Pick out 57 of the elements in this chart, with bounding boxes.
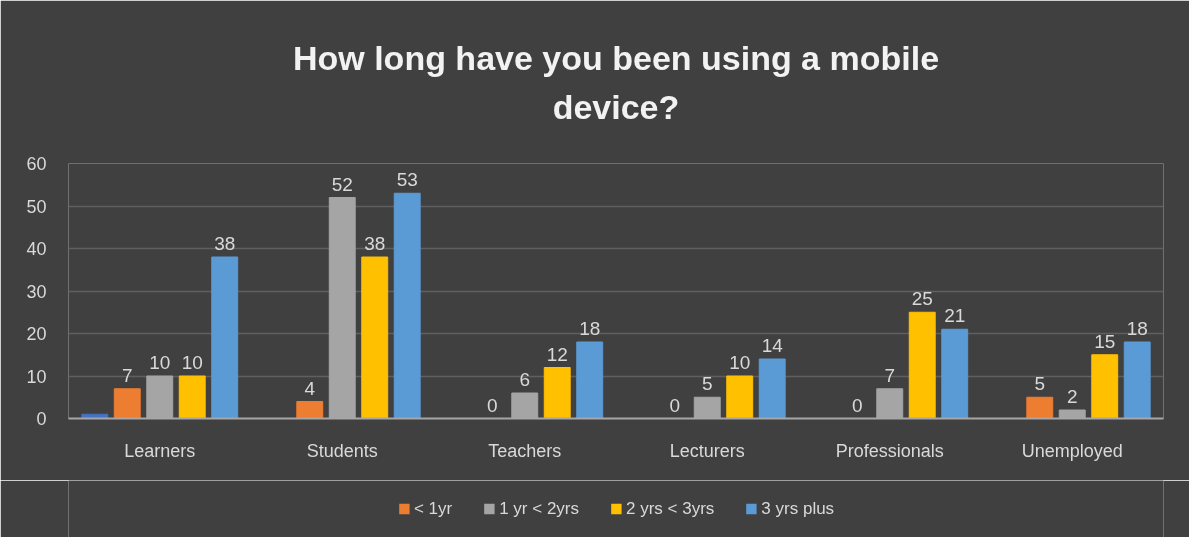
data-label: 21 (944, 305, 966, 327)
bar (178, 375, 206, 419)
legend-label: < 1yr (413, 498, 453, 519)
y-tick-label: 30 (26, 281, 47, 302)
x-tick-label: Students (306, 440, 378, 461)
data-label: 0 (851, 394, 863, 416)
x-tick-label: Learners (124, 440, 196, 461)
bar (1123, 341, 1151, 419)
data-label: 7 (121, 364, 133, 386)
data-label: 53 (396, 169, 418, 191)
bar (361, 256, 389, 419)
data-label: 10 (149, 352, 171, 373)
data-label: 52 (331, 173, 353, 195)
data-label: 7 (884, 364, 896, 386)
bar (543, 367, 571, 419)
data-label: 0 (669, 394, 681, 416)
bar (576, 341, 604, 419)
y-tick-label: 40 (26, 239, 47, 259)
y-tick-label: 50 (26, 196, 47, 217)
y-tick-label: 10 (26, 366, 47, 387)
bar (211, 256, 239, 419)
legend-label: 3 yrs plus (761, 498, 835, 519)
bar (758, 358, 786, 419)
bar (1026, 396, 1054, 419)
data-label: 6 (519, 369, 531, 390)
data-label: 38 (364, 233, 386, 254)
x-tick-label: Unemployed (1021, 440, 1123, 461)
y-tick-label: 60 (26, 154, 47, 174)
bar (908, 311, 936, 419)
legend-label: 1 yr < 2yrs (499, 498, 580, 519)
bar (296, 401, 324, 419)
data-label: 12 (546, 343, 568, 365)
data-label: 14 (761, 335, 784, 356)
x-tick-label: Professionals (835, 440, 944, 461)
data-label: 18 (579, 318, 601, 339)
chart-title: How long have you been using a mobile device? (292, 39, 940, 127)
data-label: 5 (1034, 373, 1046, 395)
data-label: 10 (181, 352, 203, 373)
data-label: 10 (729, 352, 751, 373)
bar (113, 388, 141, 419)
bar (726, 375, 754, 419)
data-label: 0 (486, 394, 498, 416)
legend-label: 2 yrs < 3yrs (626, 498, 715, 519)
x-tick-label: Teachers (488, 440, 562, 461)
y-tick-label: 0 (36, 409, 47, 429)
bar (941, 328, 969, 419)
data-label: 4 (304, 377, 316, 399)
data-label: 38 (214, 233, 236, 254)
data-label: 5 (701, 373, 713, 395)
data-label: 25 (911, 288, 933, 310)
data-label: 18 (1126, 318, 1148, 339)
y-tick-label: 20 (26, 324, 47, 344)
bar (393, 192, 421, 419)
x-tick-label: Lecturers (669, 440, 745, 461)
data-label: 15 (1094, 330, 1116, 352)
data-label: 2 (1066, 386, 1078, 407)
bar (1091, 354, 1119, 419)
